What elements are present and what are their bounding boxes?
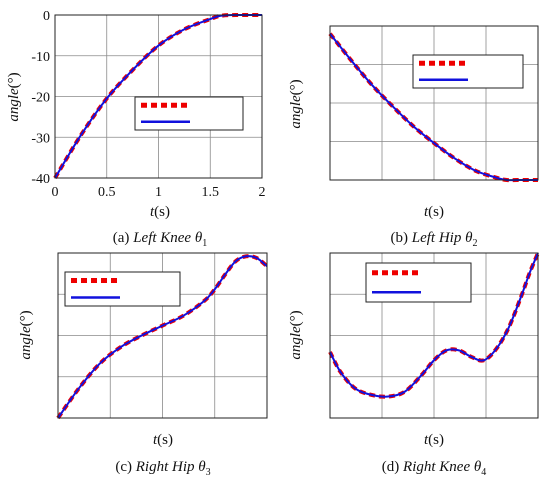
y-axis-label: angle(°) xyxy=(288,79,304,128)
x-axis-label: t(s) xyxy=(424,204,444,220)
legend xyxy=(134,96,244,131)
plot-frame xyxy=(329,252,539,419)
plot-frame xyxy=(57,252,268,419)
legend xyxy=(64,271,181,307)
x-tick-label: 0.5 xyxy=(98,185,116,200)
series-line-solid xyxy=(329,252,539,398)
y-tick-label: -10 xyxy=(31,50,50,65)
chart-panel-4: t(s) angle(°) (d) Right Knee θ4 xyxy=(288,252,540,478)
legend xyxy=(412,54,524,89)
x-tick-label: 1.5 xyxy=(202,185,220,200)
plot-frame xyxy=(329,25,539,181)
x-axis-label: t(s) xyxy=(424,432,444,448)
legend-box xyxy=(365,262,472,303)
panel-caption: (c) Right Hip θ3 xyxy=(115,459,210,478)
y-axis-label: angle(°) xyxy=(288,310,304,359)
y-axis-label: angle(°) xyxy=(18,310,34,359)
panel-caption: (a) Left Knee θ1 xyxy=(113,230,207,249)
legend-box xyxy=(64,271,181,307)
legend-box xyxy=(412,54,524,89)
x-tick-label: 0 xyxy=(52,185,59,200)
chart-panel-2: t(s) angle(°) (b) Left Hip θ2 xyxy=(288,25,539,249)
x-tick-label: 2 xyxy=(259,185,266,200)
x-axis-label: t(s) xyxy=(150,204,170,220)
y-axis-label: angle(°) xyxy=(6,72,22,121)
chart-panel-1: -40 -30 -20 -10 0 0 0.5 1 1.5 2 t(s) angle(°) (a) Le… xyxy=(6,9,266,249)
legend-box xyxy=(134,96,244,131)
chart-panel-3: t(s) angle(°) (c) Right Hip θ3 xyxy=(18,252,269,478)
x-axis-label: t(s) xyxy=(153,432,173,448)
legend xyxy=(365,262,472,303)
y-tick-label: 0 xyxy=(43,9,50,24)
panel-caption: (b) Left Hip θ2 xyxy=(391,230,478,249)
plot-frame xyxy=(54,14,263,179)
y-tick-label: -40 xyxy=(31,172,50,187)
series-line-solid xyxy=(57,255,268,419)
panel-caption: (d) Right Knee θ4 xyxy=(382,459,486,478)
x-tick-label: 1 xyxy=(155,185,162,200)
y-tick-label: -20 xyxy=(31,91,50,106)
y-tick-label: -30 xyxy=(31,131,50,146)
